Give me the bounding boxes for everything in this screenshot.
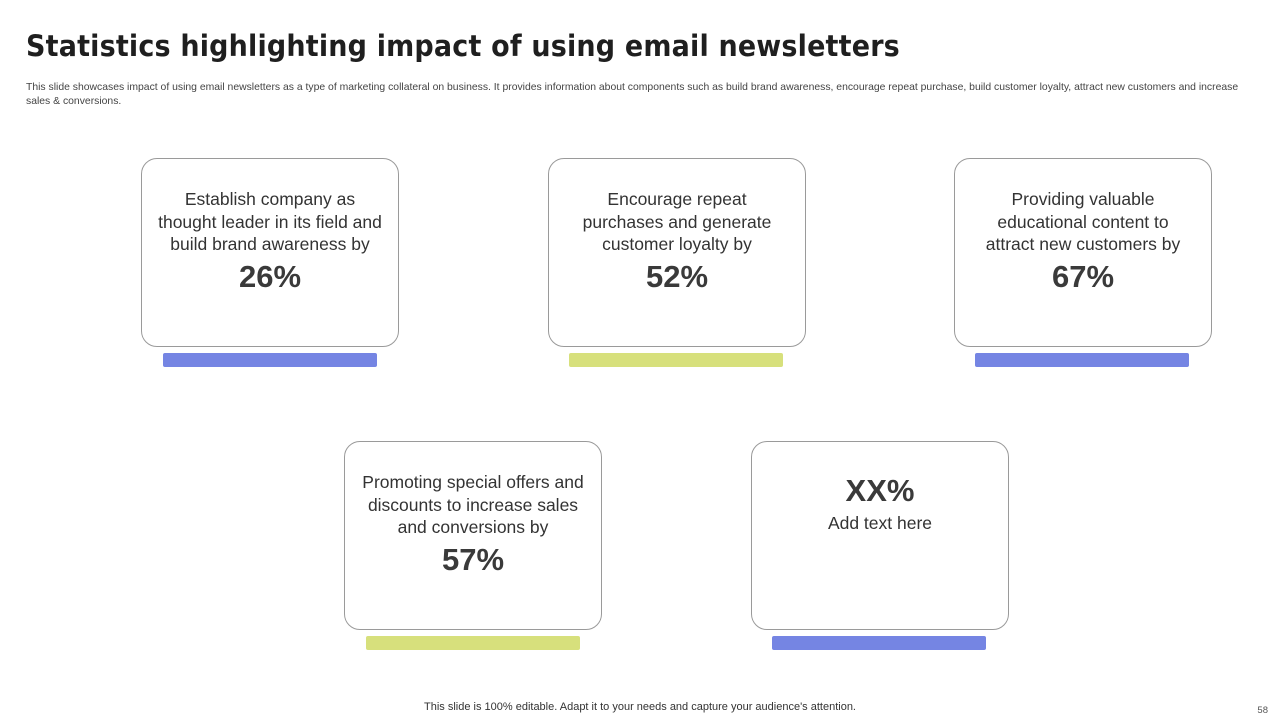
accent-bar-green bbox=[366, 636, 580, 650]
accent-bar-green bbox=[569, 353, 783, 367]
stat-card-sales-conversions: Promoting special offers and discounts t… bbox=[344, 441, 602, 630]
slide-title: Statistics highlighting impact of using … bbox=[26, 29, 900, 63]
accent-bar-blue bbox=[772, 636, 986, 650]
stat-card-value: 26% bbox=[238, 258, 302, 294]
footer-note: This slide is 100% editable. Adapt it to… bbox=[0, 700, 1280, 714]
accent-bar-blue bbox=[163, 353, 377, 367]
footer-text: This slide is 100% editable. Adapt it to… bbox=[424, 701, 856, 713]
stat-card-value: 67% bbox=[1051, 258, 1115, 294]
stat-card-brand-awareness: Establish company as thought leader in i… bbox=[141, 158, 399, 347]
stat-card-value: 57% bbox=[441, 541, 505, 577]
accent-bar-blue bbox=[975, 353, 1189, 367]
stat-card-new-customers: Providing valuable educational content t… bbox=[954, 158, 1212, 347]
stat-card-placeholder: XX% Add text here bbox=[751, 441, 1009, 630]
stat-card-customer-loyalty: Encourage repeat purchases and generate … bbox=[548, 158, 806, 347]
stat-card-text: Add text here bbox=[827, 513, 933, 533]
page-number: 58 bbox=[1257, 705, 1268, 716]
stat-card-text: Promoting special offers and discounts t… bbox=[362, 472, 584, 537]
slide-description: This slide showcases impact of using ema… bbox=[26, 82, 1239, 107]
stat-card-text: Providing valuable educational content t… bbox=[985, 189, 1181, 254]
stat-card-value: 52% bbox=[645, 258, 709, 294]
stat-card-text: Establish company as thought leader in i… bbox=[158, 189, 382, 254]
stat-card-text: Encourage repeat purchases and generate … bbox=[582, 189, 772, 254]
stat-card-value: XX% bbox=[845, 473, 915, 508]
